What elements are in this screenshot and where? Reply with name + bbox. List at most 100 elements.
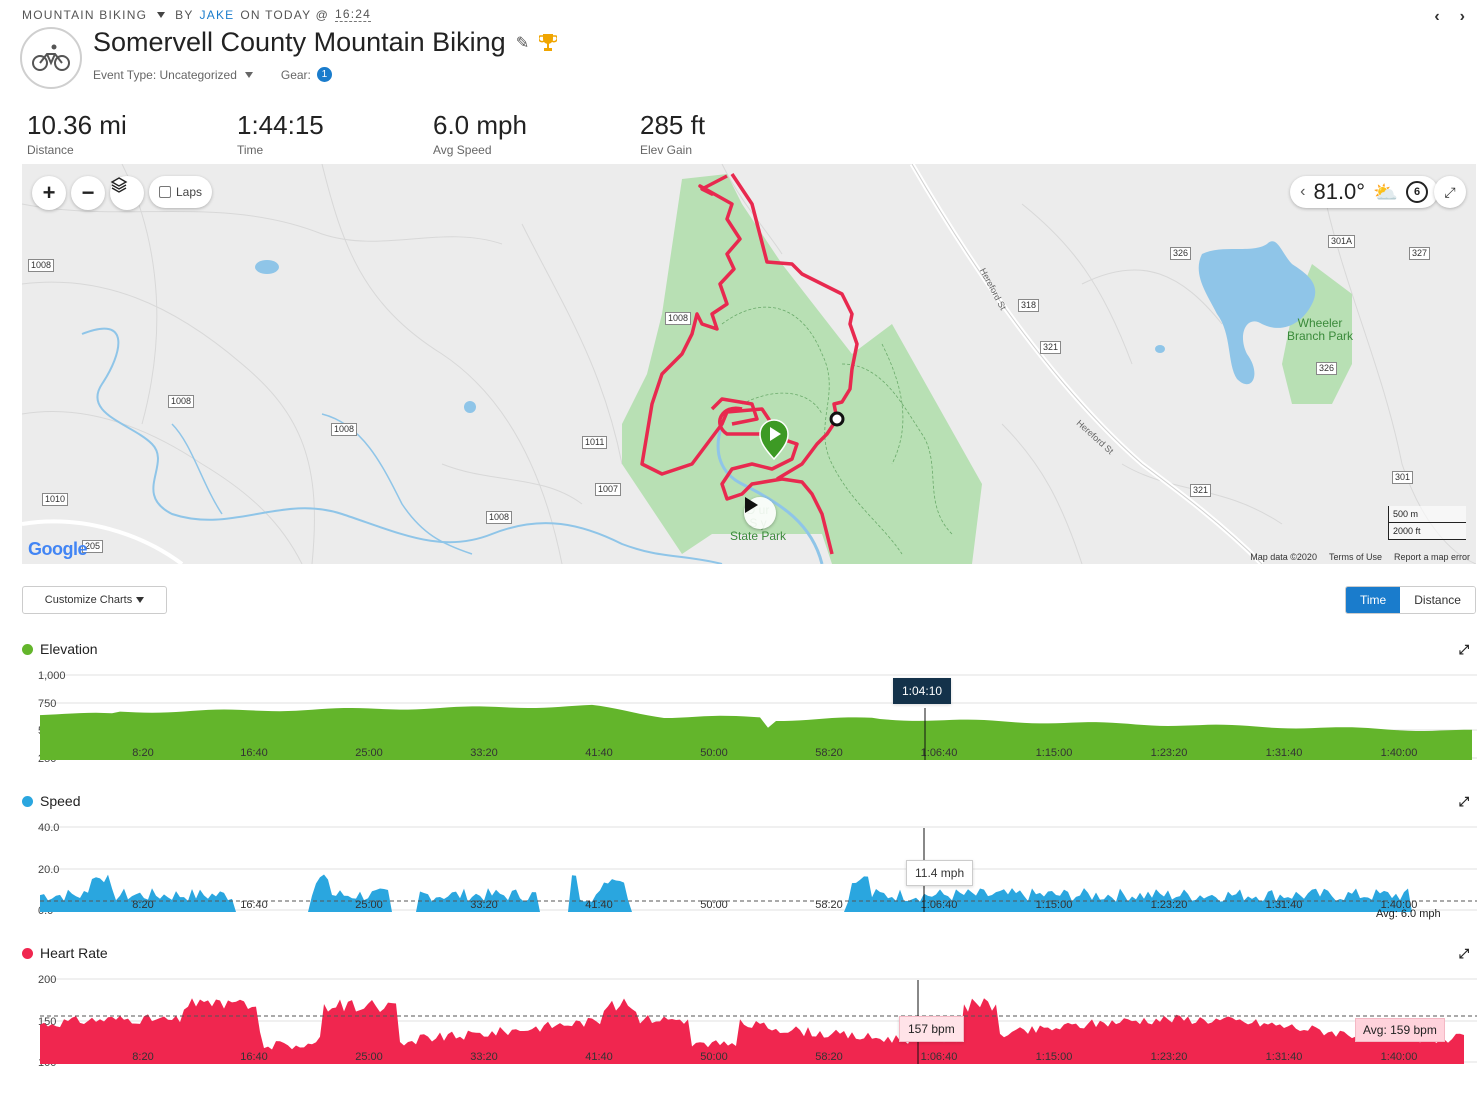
terms-link[interactable]: Terms of Use (1328, 552, 1382, 562)
stat-value: 6.0 mph (433, 110, 527, 140)
zoom-out-button[interactable]: − (71, 176, 105, 210)
weather-widget[interactable]: ‹ 81.0° ⛅ 6 (1290, 176, 1438, 208)
x-tick-label: 8:20 (132, 899, 153, 911)
road-label: 1008 (168, 395, 195, 408)
speed-avg-label: Avg: 6.0 mph (1376, 908, 1441, 920)
expand-icon[interactable]: ⤢ (1458, 946, 1469, 961)
x-tick-label: 1:06:40 (921, 899, 958, 911)
x-tick-label: 25:00 (355, 747, 383, 759)
road-label: 301A (1328, 235, 1356, 248)
pencil-icon[interactable]: ✎ (515, 34, 530, 52)
stat-label: Avg Speed (433, 143, 492, 157)
expand-icon[interactable]: ⤢ (1458, 642, 1469, 657)
heart-rate-chart[interactable]: 2001501008:2016:4025:0033:2041:4050:0058… (0, 974, 1479, 1074)
heart-rate-tooltip: 157 bpm (899, 1016, 964, 1042)
x-tick-label: 1:15:00 (1036, 747, 1073, 759)
x-tick-label: 33:20 (470, 1051, 498, 1063)
x-tick-label: 58:20 (815, 1051, 843, 1063)
x-tick-label: 1:31:40 (1266, 899, 1303, 911)
map-data-label: Map data ©2020 (1250, 552, 1317, 562)
y-tick-label: 40.0 (38, 822, 59, 834)
toggle-distance-button[interactable]: Distance (1400, 587, 1475, 613)
road-label: 321 (1190, 484, 1212, 497)
elevation-plot[interactable]: 1,0007505002508:2016:4025:0033:2041:4050… (0, 670, 1479, 765)
x-tick-label: 50:00 (700, 1051, 728, 1063)
by-label: BY (175, 7, 194, 22)
partly-sunny-icon: ⛅ (1373, 181, 1398, 204)
fullscreen-icon[interactable]: ⤢ (1434, 176, 1466, 208)
y-tick-label: 200 (38, 974, 56, 986)
road-label: 318 (1018, 299, 1040, 312)
elevation-chart[interactable]: 1,0007505002508:2016:4025:0033:2041:4050… (0, 670, 1479, 765)
stat-time: 1:44:15 Time (237, 110, 324, 157)
elevation-area (40, 704, 1472, 760)
scale-metric: 500 m (1388, 506, 1466, 523)
chevron-down-icon[interactable] (157, 11, 166, 18)
x-tick-label: 1:40:00 (1381, 899, 1418, 911)
road-label: 1010 (42, 493, 69, 506)
y-tick-label: 20.0 (38, 864, 59, 876)
axis-toggle: Time Distance (1345, 586, 1476, 614)
x-tick-label: 25:00 (355, 1051, 383, 1063)
layers-icon[interactable] (110, 176, 144, 210)
x-tick-label: 41:40 (585, 747, 613, 759)
road-label: 205 (82, 540, 104, 553)
heart_rate-area (40, 998, 1464, 1064)
road-label: 1011 (582, 436, 608, 449)
chevron-down-icon[interactable] (244, 71, 253, 78)
stat-value: 1:44:15 (237, 110, 324, 140)
x-tick-label: 58:20 (815, 899, 843, 911)
x-tick-label: 33:20 (470, 747, 498, 759)
speed-chart[interactable]: 40.020.00.08:2016:4025:0033:2041:4050:00… (0, 822, 1479, 922)
x-tick-label: 1:31:40 (1266, 747, 1303, 759)
x-tick-label: 1:31:40 (1266, 1051, 1303, 1063)
report-error-link[interactable]: Report a map error (1393, 552, 1470, 562)
chevron-right-icon[interactable]: › (1459, 8, 1465, 25)
wind-speed-icon: 6 (1406, 181, 1428, 203)
x-tick-label: 41:40 (585, 899, 613, 911)
activity-nav: ‹ › (1434, 8, 1465, 26)
chevron-down-icon (136, 597, 145, 603)
x-tick-label: 1:23:20 (1151, 1051, 1188, 1063)
road-label: 1008 (486, 511, 513, 524)
x-tick-label: 58:20 (815, 747, 843, 759)
route-map[interactable]: + − Laps ‹ 81.0° ⛅ 6 ⤢ 1008 1008 1008 10… (22, 164, 1476, 564)
x-tick-label: 8:20 (132, 1051, 153, 1063)
zoom-in-button[interactable]: + (32, 176, 66, 210)
activity-title: Somervell County Mountain Biking ✎ (93, 27, 558, 58)
heart-rate-avg-label: Avg: 159 bpm (1355, 1018, 1445, 1042)
laps-label: Laps (176, 185, 203, 199)
customize-charts-button[interactable]: Customize Charts (22, 586, 167, 614)
speed-dot (22, 795, 33, 807)
event-type-dropdown[interactable]: Event Type: Uncategorized (93, 67, 237, 82)
activity-meta: Event Type: Uncategorized Gear: 1 (93, 67, 332, 82)
chevron-left-icon[interactable]: ‹ (1434, 8, 1440, 25)
lake-label: Wheeler Branch Park (1287, 316, 1354, 343)
chevron-left-icon[interactable]: ‹ (1300, 183, 1306, 200)
y-tick-label: 1,000 (38, 670, 66, 682)
x-tick-label: 16:40 (240, 1051, 268, 1063)
gear-label: Gear: (280, 67, 311, 82)
gear-count-badge[interactable]: 1 (316, 67, 332, 82)
stat-label: Elev Gain (640, 143, 693, 157)
google-logo: Google (28, 539, 88, 559)
road-label: 327 (1409, 247, 1431, 260)
trophy-icon[interactable] (539, 33, 558, 53)
heart-rate-chart-title: Heart Rate (22, 945, 108, 961)
temperature-value: 81.0° (1313, 179, 1366, 204)
expand-icon[interactable]: ⤢ (1458, 794, 1469, 809)
stat-label: Distance (27, 143, 74, 157)
toggle-time-button[interactable]: Time (1346, 587, 1401, 613)
on-label: ON TODAY @ (240, 7, 330, 22)
x-tick-label: 25:00 (355, 899, 383, 911)
activity-type-label[interactable]: MOUNTAIN BIKING (22, 7, 148, 22)
speed-plot[interactable]: 40.020.00.08:2016:4025:0033:2041:4050:00… (0, 822, 1479, 922)
laps-checkbox[interactable] (159, 186, 171, 198)
play-route-button[interactable] (744, 497, 776, 529)
activity-time[interactable]: 16:24 (335, 7, 372, 22)
laps-toggle[interactable]: Laps (149, 176, 213, 208)
heart-rate-plot[interactable]: 2001501008:2016:4025:0033:2041:4050:0058… (0, 974, 1479, 1074)
author-link[interactable]: JAKE (199, 7, 235, 22)
x-tick-label: 50:00 (700, 747, 728, 759)
stat-value: 285 ft (640, 110, 706, 140)
